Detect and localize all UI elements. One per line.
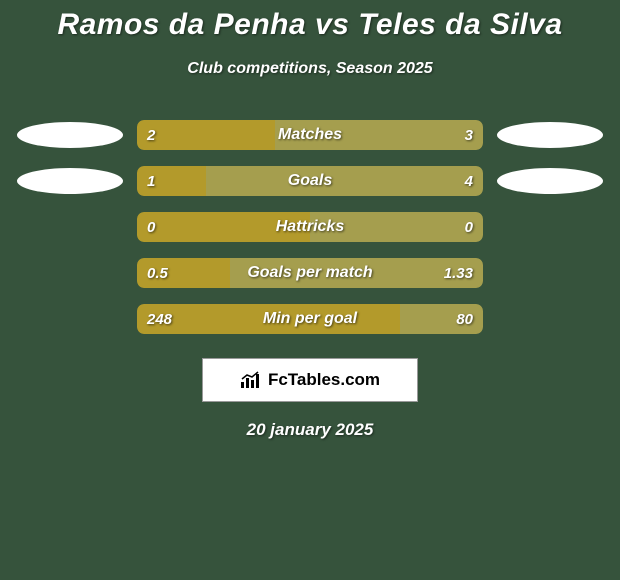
stat-bar-right [275, 120, 483, 150]
stat-row: 00Hattricks [0, 212, 620, 242]
stat-bar-left [137, 120, 275, 150]
page-title: Ramos da Penha vs Teles da Silva [0, 8, 620, 42]
stat-bar-left [137, 304, 400, 334]
stat-bar-left [137, 258, 230, 288]
footer-logo-text: FcTables.com [268, 370, 380, 390]
stat-bar: 24880Min per goal [137, 304, 483, 334]
stat-bar-left [137, 212, 310, 242]
chart-icon [240, 371, 262, 389]
page-subtitle: Club competitions, Season 2025 [0, 60, 620, 78]
stat-bar-right [310, 212, 483, 242]
stat-bar: 14Goals [137, 166, 483, 196]
stat-row: 24880Min per goal [0, 304, 620, 334]
player-left-marker [17, 168, 123, 194]
stat-row: 0.51.33Goals per match [0, 258, 620, 288]
player-right-marker [497, 168, 603, 194]
stat-row: 14Goals [0, 166, 620, 196]
stat-bar-right [400, 304, 483, 334]
stat-bar-right [206, 166, 483, 196]
stats-list: 23Matches 14Goals 00Hattricks 0.51.33Goals … [0, 120, 620, 334]
player-right-marker [497, 122, 603, 148]
stat-bar: 00Hattricks [137, 212, 483, 242]
stat-bar-right [230, 258, 483, 288]
player-left-marker [17, 122, 123, 148]
stat-row: 23Matches [0, 120, 620, 150]
stat-bar: 0.51.33Goals per match [137, 258, 483, 288]
stat-bar-left [137, 166, 206, 196]
footer-date: 20 january 2025 [0, 420, 620, 440]
stat-bar: 23Matches [137, 120, 483, 150]
footer-logo: FcTables.com [202, 358, 418, 402]
